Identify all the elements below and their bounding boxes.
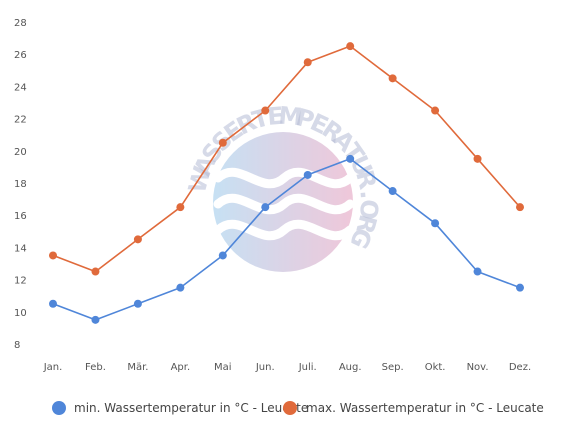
data-point[interactable] [49,299,57,308]
x-tick-label: Juli. [298,362,317,373]
y-tick-label: 20 [14,147,27,158]
series-layer [49,42,524,324]
watermark-letter: O [354,198,384,221]
x-tick-label: Feb. [85,362,106,373]
data-point[interactable] [218,138,227,147]
data-point[interactable] [516,203,524,212]
x-tick-label: Mai [214,362,232,373]
data-point[interactable] [346,42,355,51]
data-point[interactable] [133,299,142,308]
y-tick-label: 26 [14,50,27,61]
legend: min. Wassertemperatur in °C - Leucate ma… [52,401,544,415]
x-tick-label: Apr. [171,362,191,373]
x-tick-label: Mär. [127,362,148,373]
x-tick-label: Sep. [382,362,404,373]
data-point[interactable] [346,154,355,163]
x-tick-label: Jun. [255,362,275,373]
data-point[interactable] [473,154,482,163]
x-axis: Jan. Feb. Mär. Apr. Mai Jun. Juli. Aug. Sep. Okt.… [43,362,531,373]
x-tick-label: Nov. [467,362,489,373]
data-point[interactable] [303,58,312,67]
y-tick-label: 28 [14,18,27,29]
watermark-letter: . [354,189,383,201]
y-tick-label: 22 [14,115,27,126]
series-min [49,154,524,324]
legend-label-max: max. Wassertemperatur in °C - Leucate [306,401,544,415]
data-point[interactable] [91,267,100,276]
data-point[interactable] [431,219,440,228]
data-point[interactable] [133,235,142,244]
watermark-waves [213,167,355,241]
data-point[interactable] [303,170,312,179]
x-tick-label: Jan. [43,362,63,373]
data-point[interactable] [516,283,524,292]
data-point[interactable] [388,74,397,83]
watermark-letter: E [266,102,285,131]
y-tick-label: 18 [14,179,27,190]
watermark-logo: WASSERTEMPERATUR.ORG [183,101,384,272]
legend-label-min: min. Wassertemperatur in °C - Leucate [74,401,308,415]
watermark-letter: M [277,101,303,131]
data-point[interactable] [49,251,57,260]
data-point[interactable] [176,203,185,212]
data-point[interactable] [91,315,100,324]
data-point[interactable] [261,203,270,212]
y-tick-label: 14 [14,243,27,254]
data-point[interactable] [261,106,270,115]
x-tick-label: Dez. [509,362,531,373]
data-point[interactable] [218,251,227,260]
y-tick-label: 10 [14,308,27,319]
y-tick-label: 12 [14,276,27,287]
legend-item-min[interactable]: min. Wassertemperatur in °C - Leucate [52,401,308,415]
series-line [52,158,521,321]
x-tick-label: Aug. [339,362,362,373]
data-point[interactable] [388,187,397,196]
y-tick-label: 8 [14,340,20,351]
series-line [52,45,521,273]
x-tick-label: Okt. [425,362,446,373]
legend-marker-max [283,401,297,415]
legend-item-max[interactable]: max. Wassertemperatur in °C - Leucate [283,401,544,415]
y-tick-label: 16 [14,211,27,222]
series-max [49,42,524,276]
legend-marker-min [52,401,66,415]
data-point[interactable] [431,106,440,115]
data-point[interactable] [473,267,482,276]
y-tick-label: 24 [14,82,27,93]
y-axis: 8 10 12 14 16 18 20 22 24 26 28 [14,18,27,351]
data-point[interactable] [176,283,185,292]
